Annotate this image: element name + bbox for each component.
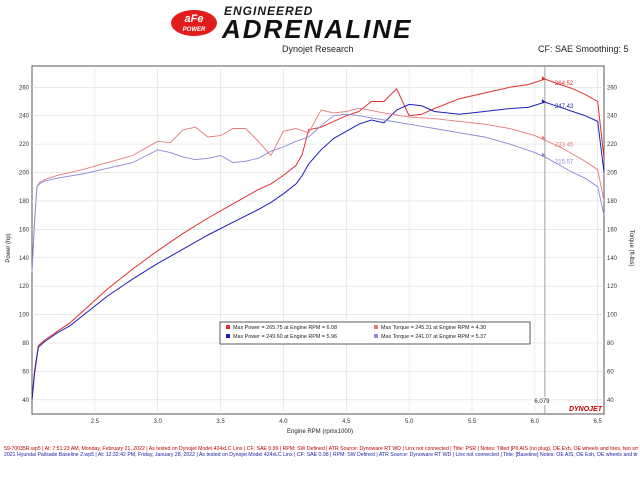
cursor-value-torque_red: 233.45 [555,142,574,148]
y-tick-right: 60 [607,369,614,375]
y-axis-label-left: Power (hp) [6,233,12,262]
x-tick: 6.5 [594,419,603,425]
y-tick-right: 100 [607,313,618,319]
brand-banner: aFe POWER ENGINEERED ADRENALINE [0,0,640,44]
y-tick-left: 220 [19,142,30,148]
y-tick-left: 180 [19,199,30,205]
series-line-torque_blue [31,113,605,273]
y-tick-left: 160 [19,227,30,233]
dyno-vendor-label: Dynojet Research [282,44,354,54]
y-tick-right: 260 [607,85,618,91]
y-tick-right: 220 [607,142,618,148]
afe-power-logo: aFe POWER [171,10,217,36]
x-tick: 5.0 [405,419,414,425]
x-tick: 4.0 [279,419,288,425]
cursor-marker-power_blue [541,99,546,104]
svg-text:POWER: POWER [183,27,206,33]
y-tick-right: 40 [607,398,614,404]
brand-engineered: ENGINEERED [224,4,314,18]
svg-text:aFe: aFe [185,13,204,25]
y-tick-right: 240 [607,114,618,120]
x-axis-label: Engine RPM (rpmx1000) [287,429,353,435]
y-tick-left: 60 [22,369,29,375]
legend-box [219,321,531,345]
legend-entry-torque_blue: Max Torque = 241.07 at Engine RPM = 5.37 [381,334,486,340]
x-tick: 3.0 [154,419,163,425]
cursor-value-torque_blue: 215.57 [555,159,574,165]
run-footnotes: 59-70035R.wp5 | At: 7:51:23 AM, Monday, … [4,446,638,458]
series-line-power_red [31,78,605,400]
footnote-run-1: 59-70035R.wp5 | At: 7:51:23 AM, Monday, … [4,446,638,452]
correction-factor-label: CF: SAE Smoothing: 5 [538,44,629,54]
y-tick-right: 200 [607,171,618,177]
y-tick-left: 120 [19,284,30,290]
legend-entry-power_red: Max Power = 265.75 at Engine RPM = 6.08 [233,325,337,331]
y-tick-left: 260 [19,85,30,91]
y-tick-right: 120 [607,284,618,290]
legend-entry-power_blue: Max Power = 249.60 at Engine RPM = 5.96 [233,334,337,340]
y-tick-right: 180 [607,199,618,205]
y-tick-left: 140 [19,256,30,262]
series-line-power_blue [31,101,605,400]
y-tick-right: 80 [607,341,614,347]
dynojet-watermark: DYNOJET [569,406,603,413]
x-tick: 5.5 [468,419,477,425]
y-axis-label-right: Torque (ft-lbs) [628,229,634,266]
y-tick-left: 100 [19,313,30,319]
series-line-torque_red [31,107,605,273]
cursor-value-power_blue: 247.43 [555,104,574,110]
x-tick: 6.0 [531,419,540,425]
cursor-marker-power_red [541,76,546,81]
legend-marker-torque_red [374,325,378,329]
dyno-chart: 40 60 80 100 120 140 160 180 200 220 240 260 40 60 80 1… [6,65,634,435]
y-tick-left: 200 [19,171,30,177]
legend-entry-torque_red: Max Torque = 245.31 at Engine RPM = 4.30 [381,325,486,331]
legend-marker-torque_blue [374,334,378,338]
rpm-cursor-label-bg [530,397,553,405]
y-tick-left: 40 [22,398,29,404]
x-tick: 3.5 [216,419,225,425]
y-tick-right: 140 [607,256,618,262]
x-tick: 4.5 [342,419,351,425]
y-tick-right: 160 [607,227,618,233]
rpm-cursor-label: 6.079 [534,399,550,405]
brand-adrenaline: ADRENALINE [222,14,413,44]
x-tick: 2.5 [91,419,100,425]
cursor-value-power_red: 264.52 [555,81,574,87]
cursor-marker-torque_red [541,135,546,140]
plot-area [31,65,605,415]
cursor-marker-torque_blue [541,152,546,157]
legend-marker-power_blue [226,334,230,338]
legend-marker-power_red [226,325,230,329]
footnote-run-2: 2021 Hyundai Palisade Baseline 2.wp5 | A… [4,452,638,458]
y-tick-left: 80 [22,341,29,347]
y-tick-left: 240 [19,114,30,120]
